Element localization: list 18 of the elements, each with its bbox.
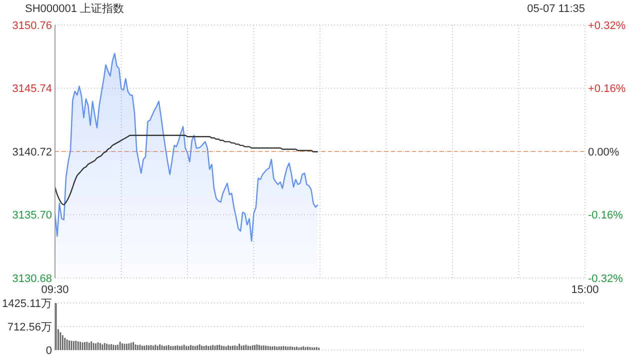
chart-title: SH000001 上证指数 [25, 2, 124, 15]
text: 05-07 11:35 [527, 3, 585, 15]
y-tick-label: 3150.76 [12, 20, 52, 32]
y2-tick-label: +0.32% [588, 20, 626, 32]
y2-tick-label: -0.16% [588, 210, 624, 222]
y2-tick-label: +0.16% [588, 83, 626, 96]
y-tick-label: 3140.72 [12, 146, 52, 158]
line-series [54, 134, 318, 206]
y-tick-label: 1425.11万 [2, 298, 52, 310]
y2-tick-label: -0.32% [588, 272, 624, 285]
y-tick-label: 3145.74 [12, 83, 52, 96]
y2-tick-label: 0.00% [588, 146, 620, 158]
x-tick-label: 15:00 [571, 284, 599, 296]
y-tick-label: 3130.68 [12, 272, 52, 285]
y-tick-label: 0 [46, 344, 52, 357]
y-tick-label: 712.56万 [7, 321, 52, 334]
x-tick-label: 09:30 [41, 284, 69, 296]
y-tick-label: 3135.70 [12, 210, 52, 222]
